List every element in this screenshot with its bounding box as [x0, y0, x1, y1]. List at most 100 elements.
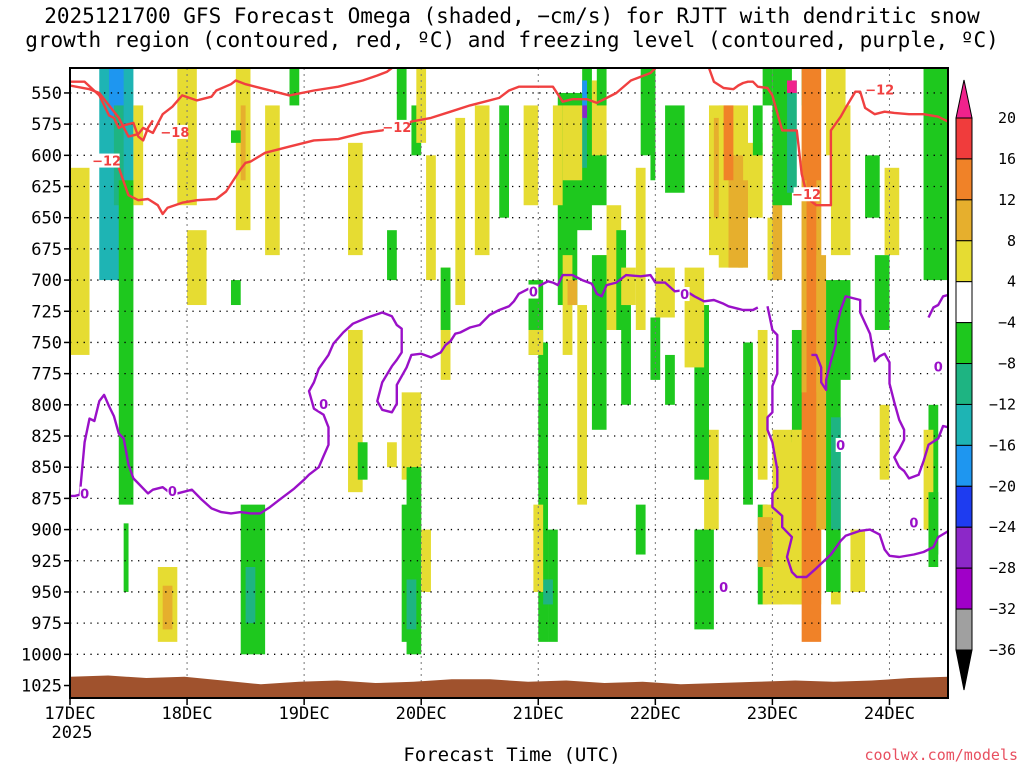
colorbar-swatch — [955, 199, 973, 242]
omega-cell — [474, 105, 490, 256]
omega-cell — [70, 167, 90, 355]
y-tick-label: 550 — [31, 84, 62, 104]
omega-cell — [621, 305, 631, 405]
dgz-contour-minus12-upper — [70, 68, 393, 138]
credit-text: coolwx.com/models — [864, 746, 1018, 764]
colorbar-label: 12 — [998, 191, 1016, 209]
omega-cell — [230, 130, 241, 143]
dgz-contour-label-bg — [161, 124, 188, 139]
omega-cell — [684, 267, 705, 368]
colorbar-swatch — [955, 322, 973, 365]
y-tick-label: 750 — [31, 333, 62, 353]
y-tick-label: 875 — [31, 489, 62, 509]
omega-cell — [118, 180, 134, 505]
omega-cell — [591, 255, 607, 430]
colorbar-arrow-top — [955, 79, 973, 119]
freezing-contour-label: 0 — [836, 439, 845, 454]
colorbar-swatch — [955, 485, 973, 528]
omega-cell — [787, 80, 797, 93]
freezing-contour-label-bg — [718, 580, 729, 595]
dgz-contour-label: −12 — [865, 83, 894, 98]
dgz-contour-label-bg — [93, 153, 120, 168]
dgz-contour-label-bg — [383, 119, 410, 134]
colorbar-arrow-bottom — [955, 649, 973, 691]
omega-cell — [650, 68, 656, 181]
omega-cell — [523, 105, 539, 206]
colorbar-label: 16 — [998, 150, 1016, 168]
colorbar-label: −32 — [989, 600, 1016, 618]
omega-cell — [387, 442, 397, 468]
omega-cell — [455, 117, 466, 306]
contour-labels: −18 −12 −12 −12 −12 0 0 0 0 0 0 0 0 0 — [79, 82, 944, 596]
omega-cell — [577, 305, 588, 505]
omega-cell — [396, 68, 407, 131]
freezing-contour-label-bg — [835, 438, 846, 452]
colorbar-swatch — [955, 526, 973, 569]
omega-cell — [230, 280, 241, 306]
y-axis: 550 575 600 625 650 675 700 725 750 775 800 825 850 8… — [21, 84, 70, 697]
omega-cell — [245, 567, 256, 624]
omega-cell — [772, 192, 783, 281]
colorbar-label: −28 — [989, 559, 1016, 577]
omega-cell — [538, 342, 549, 642]
colorbar-label: −24 — [989, 518, 1016, 536]
freezing-contour-label: 0 — [909, 516, 918, 531]
omega-cell — [762, 68, 773, 106]
omega-cell — [567, 280, 578, 306]
y-tick-label: 1025 — [21, 677, 62, 697]
omega-shading — [70, 68, 948, 655]
dgz-contour-label: −12 — [382, 121, 411, 136]
omega-cell — [850, 529, 866, 592]
colorbar-label: −16 — [989, 436, 1016, 454]
omega-cell — [865, 155, 880, 218]
omega-cell — [162, 585, 173, 630]
omega-cell — [694, 529, 714, 630]
x-axis: 17DEC 18DEC 19DEC 20DEC 21DEC 22DEC 23DEC 24DEC… — [44, 698, 915, 743]
omega-cell — [552, 105, 563, 206]
colorbar-label: 4 — [1007, 273, 1016, 291]
colorbar-swatch — [955, 240, 973, 283]
colorbar-swatch — [955, 363, 973, 405]
x-tick-label: 23DEC — [747, 704, 798, 724]
omega-cell — [874, 255, 890, 330]
omega-cell — [884, 167, 900, 256]
freezing-contour-label-bg — [908, 515, 919, 530]
colorbar-label: −20 — [989, 477, 1016, 495]
omega-cell — [830, 591, 841, 605]
x-tick-label: 17DEC — [44, 704, 95, 724]
omega-cell — [757, 329, 768, 480]
omega-cell — [723, 105, 734, 181]
omega-cell — [752, 105, 763, 156]
x-tick-label: 22DEC — [630, 704, 681, 724]
omega-cell — [738, 180, 749, 268]
colorbar-label: −4 — [998, 314, 1016, 332]
freezing-contour-label: 0 — [319, 398, 328, 413]
colorbar-swatch — [955, 608, 973, 651]
colorbar-swatch — [955, 117, 973, 160]
y-tick-label: 725 — [31, 302, 62, 322]
y-tick-label: 700 — [31, 271, 62, 291]
y-tick-label: 1000 — [21, 645, 62, 665]
x-tick-label: 21DEC — [513, 704, 564, 724]
y-tick-label: 600 — [31, 146, 62, 166]
y-tick-label: 975 — [31, 614, 62, 634]
freezing-contour-label: 0 — [80, 488, 89, 503]
omega-cell — [109, 68, 124, 118]
freezing-contour-label-bg — [318, 396, 329, 411]
terrain — [70, 675, 948, 698]
colorbar-swatch — [955, 158, 973, 201]
omega-cell — [543, 579, 553, 605]
plot-frame — [69, 67, 949, 699]
omega-cell — [757, 517, 773, 568]
omega-cell — [635, 167, 646, 330]
omega-cell — [240, 105, 246, 181]
colorbar-label: −36 — [989, 641, 1016, 659]
chart-title: 2025121700 GFS Forecast Omega (shaded, −… — [0, 4, 1024, 52]
omega-cell — [635, 504, 646, 555]
dgz-contour-label-bg — [793, 187, 820, 202]
colorbar-swatch — [955, 444, 973, 487]
colorbar-label: 20 — [998, 109, 1016, 127]
freezing-contour-label: 0 — [529, 286, 538, 301]
y-tick-label: 625 — [31, 178, 62, 198]
